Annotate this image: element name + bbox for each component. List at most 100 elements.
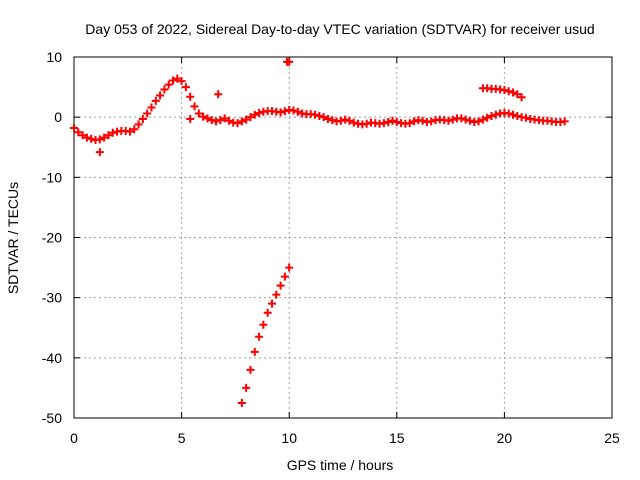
data-point	[328, 116, 337, 125]
chart-title: Day 053 of 2022, Sidereal Day-to-day VTE…	[85, 21, 594, 37]
data-point	[104, 131, 113, 140]
data-point	[203, 114, 212, 123]
data-point	[78, 131, 87, 140]
data-point	[214, 90, 223, 99]
y-tick-label: -40	[42, 350, 62, 366]
data-point	[250, 110, 259, 119]
data-point	[108, 128, 117, 137]
data-point	[70, 123, 78, 132]
data-point	[147, 103, 156, 112]
x-tick-label: 5	[178, 430, 186, 446]
data-point	[255, 108, 264, 117]
data-point	[255, 332, 264, 341]
data-point	[345, 116, 354, 125]
data-point	[461, 115, 470, 124]
data-point	[410, 117, 419, 126]
data-point	[349, 118, 358, 127]
data-point	[513, 111, 522, 120]
series	[95, 57, 294, 157]
data-point	[388, 116, 397, 125]
data-point	[315, 111, 324, 120]
data-point	[521, 113, 530, 122]
data-point	[276, 108, 285, 117]
data-point	[151, 96, 160, 105]
data-point	[487, 111, 496, 120]
x-tick-label: 15	[389, 430, 405, 446]
data-point	[216, 116, 225, 125]
x-tick-label: 20	[497, 430, 513, 446]
y-axis-label: SDTVAR / TECUs	[5, 182, 21, 294]
x-tick-label: 25	[604, 430, 620, 446]
data-point	[384, 117, 393, 126]
data-point	[168, 76, 177, 85]
data-point	[405, 119, 414, 128]
data-point	[465, 116, 474, 125]
data-point	[259, 320, 268, 329]
data-point	[293, 107, 302, 116]
data-point	[233, 119, 242, 128]
data-point	[517, 93, 526, 102]
data-point	[242, 383, 251, 392]
series	[70, 74, 569, 145]
data-point	[267, 299, 276, 308]
data-point	[143, 109, 152, 118]
data-point	[336, 116, 345, 125]
data-point	[319, 113, 328, 122]
data-point	[250, 347, 259, 356]
data-point	[323, 114, 332, 123]
data-point	[289, 106, 298, 115]
data-points	[70, 57, 569, 407]
data-point	[560, 117, 569, 126]
data-point	[156, 91, 165, 100]
data-point	[478, 115, 487, 124]
data-point	[427, 117, 436, 126]
data-point	[82, 133, 91, 142]
data-point	[418, 116, 427, 125]
data-point	[474, 117, 483, 126]
data-point	[237, 117, 246, 126]
data-point	[285, 263, 294, 272]
y-tick-label: -10	[42, 169, 62, 185]
data-point	[500, 86, 509, 95]
data-point	[483, 113, 492, 122]
x-tick-label: 0	[70, 430, 78, 446]
axis-ticks: 0 5 10 15 20 25 -50 -40 -30 -20 -10 0 10	[42, 49, 620, 446]
data-point	[207, 116, 216, 125]
data-point	[242, 115, 251, 124]
data-point	[362, 119, 371, 128]
data-point	[285, 57, 294, 66]
series	[237, 263, 294, 407]
data-point	[224, 116, 233, 125]
x-axis-label: GPS time / hours	[287, 457, 394, 473]
x-tick-label: 10	[281, 430, 297, 446]
data-point	[95, 148, 104, 157]
data-point	[95, 135, 104, 144]
data-point	[444, 116, 453, 125]
data-point	[311, 110, 320, 119]
y-tick-label: -30	[42, 290, 62, 306]
data-point	[181, 83, 190, 92]
y-tick-label: 10	[46, 49, 62, 65]
data-point	[504, 87, 513, 96]
data-point	[276, 281, 285, 290]
data-point	[263, 308, 272, 317]
data-point	[280, 107, 289, 116]
grid	[74, 57, 612, 418]
data-point	[504, 109, 513, 118]
data-point	[130, 125, 139, 134]
data-point	[160, 85, 169, 94]
data-point	[186, 114, 195, 123]
data-point	[177, 77, 186, 86]
data-point	[220, 114, 229, 123]
data-point	[125, 127, 134, 136]
y-tick-label: -20	[42, 230, 62, 246]
data-point	[341, 115, 350, 124]
data-point	[246, 365, 255, 374]
data-point	[194, 109, 203, 118]
data-point	[457, 114, 466, 123]
data-point	[509, 110, 518, 119]
data-point	[100, 133, 109, 142]
data-point	[134, 120, 143, 129]
data-point	[164, 80, 173, 89]
data-point	[199, 112, 208, 121]
